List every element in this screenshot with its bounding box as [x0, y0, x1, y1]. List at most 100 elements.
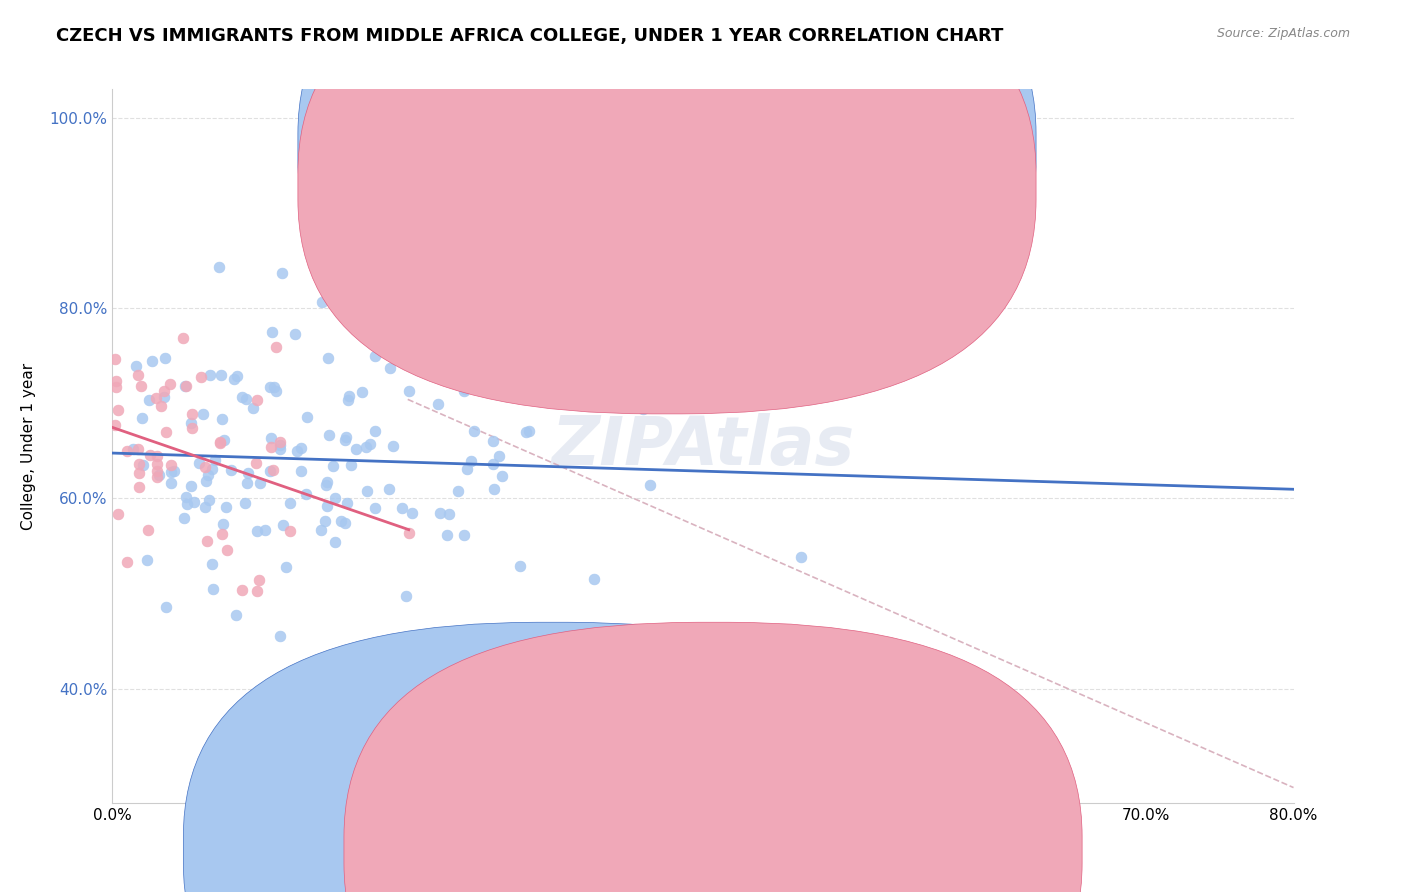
Point: [155, 425, 177, 440]
Point: [127, 368, 149, 383]
Point: [316, 351, 339, 366]
Point: [146, 457, 169, 471]
Point: [181, 408, 204, 422]
Point: [215, 543, 238, 558]
Point: [202, 582, 225, 597]
Point: [271, 266, 294, 280]
Point: [364, 349, 387, 363]
Point: [141, 353, 163, 368]
Point: [439, 508, 461, 522]
Point: [264, 340, 287, 354]
Point: [159, 376, 181, 391]
Point: [460, 454, 482, 468]
Point: [198, 368, 221, 382]
Point: [136, 553, 159, 567]
Point: [153, 390, 176, 404]
Point: [260, 440, 283, 454]
Point: [284, 327, 307, 342]
Point: [149, 400, 172, 414]
Point: [245, 456, 267, 470]
Point: [148, 467, 170, 482]
Point: [354, 440, 377, 454]
Point: [326, 267, 349, 281]
Point: [631, 402, 654, 417]
Point: [526, 633, 548, 648]
Point: [222, 372, 245, 386]
Point: [104, 351, 127, 366]
Point: [107, 507, 129, 521]
FancyBboxPatch shape: [344, 623, 1083, 892]
Point: [183, 494, 205, 508]
Point: [145, 391, 167, 405]
Text: R =: R =: [689, 187, 725, 206]
Point: [264, 384, 287, 399]
Point: [159, 475, 181, 490]
Point: [194, 460, 217, 475]
Point: [290, 441, 312, 455]
Point: [316, 475, 339, 490]
Point: [173, 378, 195, 392]
Text: -0.158: -0.158: [714, 146, 775, 164]
Point: [278, 496, 301, 510]
Point: [371, 660, 394, 674]
Point: [212, 433, 235, 447]
FancyBboxPatch shape: [183, 623, 921, 892]
Point: [401, 506, 423, 520]
Point: [233, 496, 256, 510]
Text: CZECH VS IMMIGRANTS FROM MIDDLE AFRICA COLLEGE, UNDER 1 YEAR CORRELATION CHART: CZECH VS IMMIGRANTS FROM MIDDLE AFRICA C…: [56, 27, 1004, 45]
Point: [314, 515, 336, 529]
Point: [163, 464, 186, 478]
Point: [128, 480, 150, 494]
Point: [104, 380, 127, 394]
Text: R =  -0.158   N = 135
R =  -0.29   N =  48: R = -0.158 N = 135 R = -0.29 N = 48: [655, 139, 835, 189]
Point: [315, 499, 337, 513]
Point: [269, 629, 291, 643]
Point: [364, 500, 387, 515]
Point: [159, 458, 181, 473]
Point: [509, 559, 531, 574]
Point: [191, 407, 214, 421]
Point: [515, 425, 537, 439]
Point: [391, 500, 413, 515]
Point: [482, 483, 505, 497]
Point: [344, 442, 367, 456]
Point: [209, 368, 232, 383]
Point: [128, 457, 150, 471]
Point: [242, 401, 264, 416]
Point: [333, 433, 356, 447]
Text: N =: N =: [773, 146, 811, 164]
Point: [426, 397, 449, 411]
Point: [180, 416, 202, 430]
Point: [246, 524, 269, 539]
Point: [290, 464, 312, 478]
Point: [172, 331, 194, 345]
Point: [195, 534, 218, 549]
Y-axis label: College, Under 1 year: College, Under 1 year: [21, 362, 35, 530]
Point: [481, 434, 503, 448]
Text: 135: 135: [803, 146, 838, 164]
Point: [453, 528, 475, 542]
Point: [129, 378, 152, 392]
Point: [138, 392, 160, 407]
Point: [236, 466, 259, 480]
Point: [259, 464, 281, 478]
Point: [582, 572, 605, 586]
Point: [246, 392, 269, 407]
Point: [467, 350, 489, 364]
Point: [454, 383, 477, 397]
Point: [357, 331, 380, 345]
Point: [262, 463, 284, 477]
Point: [269, 442, 291, 457]
Point: [152, 384, 174, 399]
Point: [104, 375, 127, 389]
Point: [253, 523, 276, 537]
Point: [295, 487, 318, 501]
Point: [145, 464, 167, 478]
Text: N =: N =: [773, 187, 811, 206]
Point: [180, 479, 202, 493]
Point: [359, 437, 381, 451]
Point: [139, 448, 162, 462]
Point: [380, 361, 402, 376]
Point: [201, 462, 224, 476]
Text: 48: 48: [803, 187, 827, 206]
